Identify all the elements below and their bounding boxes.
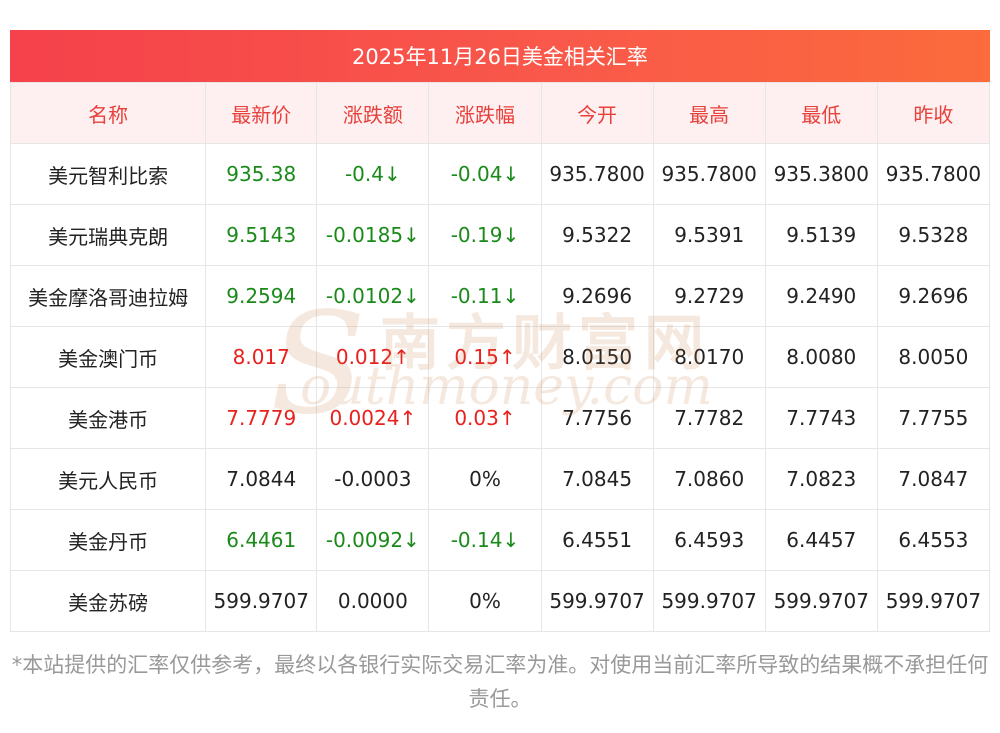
cell-change-pct: 0.15↑	[428, 326, 542, 388]
cell-change-pct: -0.04↓	[428, 143, 542, 205]
cell-prev-close: 9.5328	[876, 204, 991, 266]
cell-prev-close: 599.9707	[876, 570, 991, 632]
cell-low: 6.4457	[764, 509, 878, 571]
cell-prev-close: 9.2696	[876, 265, 991, 327]
cell-high: 7.7782	[652, 387, 766, 449]
table-row: 美元人民币 7.0844 -0.0003 0% 7.0845 7.0860 7.…	[9, 448, 991, 510]
cell-prev-close: 935.7800	[876, 143, 991, 205]
cell-open: 6.4551	[540, 509, 654, 571]
cell-open: 9.5322	[540, 204, 654, 266]
table-row: 美金摩洛哥迪拉姆 9.2594 -0.0102↓ -0.11↓ 9.2696 9…	[9, 265, 991, 327]
cell-change-pct: -0.19↓	[428, 204, 542, 266]
cell-latest: 9.5143	[205, 204, 318, 266]
table-row: 美金澳门币 8.017 0.012↑ 0.15↑ 8.0150 8.0170 8…	[9, 326, 991, 388]
cell-latest: 7.0844	[205, 448, 318, 510]
header-prev-close: 昨收	[876, 82, 991, 144]
cell-open: 7.0845	[540, 448, 654, 510]
cell-prev-close: 6.4553	[876, 509, 991, 571]
cell-prev-close: 8.0050	[876, 326, 991, 388]
cell-latest: 7.7779	[205, 387, 318, 449]
cell-low: 7.7743	[764, 387, 878, 449]
cell-open: 935.7800	[540, 143, 654, 205]
table-title-banner: 2025年11月26日美金相关汇率	[10, 30, 990, 82]
header-low: 最低	[764, 82, 878, 144]
cell-high: 7.0860	[652, 448, 766, 510]
cell-low: 9.5139	[764, 204, 878, 266]
table-row: 美金港币 7.7779 0.0024↑ 0.03↑ 7.7756 7.7782 …	[9, 387, 991, 449]
cell-low: 935.3800	[764, 143, 878, 205]
table-title: 2025年11月26日美金相关汇率	[352, 45, 648, 69]
cell-high: 935.7800	[652, 143, 766, 205]
header-name: 名称	[9, 82, 207, 144]
cell-prev-close: 7.7755	[876, 387, 991, 449]
cell-change-pct: -0.14↓	[428, 509, 542, 571]
table-row: 美元智利比索 935.38 -0.4↓ -0.04↓ 935.7800 935.…	[9, 143, 991, 205]
cell-open: 599.9707	[540, 570, 654, 632]
cell-latest: 935.38	[205, 143, 318, 205]
disclaimer-note: *本站提供的汇率仅供参考，最终以各银行实际交易汇率为准。对使用当前汇率所导致的结…	[11, 653, 989, 711]
cell-change: -0.0185↓	[316, 204, 430, 266]
cell-change-pct: -0.11↓	[428, 265, 542, 327]
exchange-rate-table: 名称 最新价 涨跌额 涨跌幅 今开 最高 最低 昨收 美元智利比索 935.38…	[9, 82, 991, 632]
cell-prev-close: 7.0847	[876, 448, 991, 510]
cell-change: 0.012↑	[316, 326, 430, 388]
cell-latest: 9.2594	[205, 265, 318, 327]
cell-low: 8.0080	[764, 326, 878, 388]
cell-latest: 6.4461	[205, 509, 318, 571]
table-header-row: 名称 最新价 涨跌额 涨跌幅 今开 最高 最低 昨收	[9, 82, 991, 144]
cell-high: 599.9707	[652, 570, 766, 632]
cell-change-pct: 0%	[428, 570, 542, 632]
cell-latest: 599.9707	[205, 570, 318, 632]
cell-name: 美金苏磅	[9, 570, 207, 632]
cell-change: 0.0000	[316, 570, 430, 632]
cell-low: 7.0823	[764, 448, 878, 510]
cell-high: 8.0170	[652, 326, 766, 388]
cell-change: -0.0003	[316, 448, 430, 510]
cell-name: 美金摩洛哥迪拉姆	[9, 265, 207, 327]
header-latest: 最新价	[205, 82, 318, 144]
cell-change: -0.4↓	[316, 143, 430, 205]
cell-high: 9.2729	[652, 265, 766, 327]
table-row: 美金丹币 6.4461 -0.0092↓ -0.14↓ 6.4551 6.459…	[9, 509, 991, 571]
header-change: 涨跌额	[316, 82, 430, 144]
header-change-pct: 涨跌幅	[428, 82, 542, 144]
cell-change: 0.0024↑	[316, 387, 430, 449]
table-row: 美金苏磅 599.9707 0.0000 0% 599.9707 599.970…	[9, 570, 991, 632]
cell-change: -0.0102↓	[316, 265, 430, 327]
cell-name: 美元瑞典克朗	[9, 204, 207, 266]
cell-low: 9.2490	[764, 265, 878, 327]
cell-open: 8.0150	[540, 326, 654, 388]
cell-open: 7.7756	[540, 387, 654, 449]
cell-high: 6.4593	[652, 509, 766, 571]
cell-name: 美金澳门币	[9, 326, 207, 388]
cell-change-pct: 0%	[428, 448, 542, 510]
cell-name: 美元智利比索	[9, 143, 207, 205]
cell-change: -0.0092↓	[316, 509, 430, 571]
cell-open: 9.2696	[540, 265, 654, 327]
cell-name: 美金丹币	[9, 509, 207, 571]
header-open: 今开	[540, 82, 654, 144]
cell-name: 美金港币	[9, 387, 207, 449]
cell-high: 9.5391	[652, 204, 766, 266]
header-high: 最高	[652, 82, 766, 144]
cell-low: 599.9707	[764, 570, 878, 632]
table-row: 美元瑞典克朗 9.5143 -0.0185↓ -0.19↓ 9.5322 9.5…	[9, 204, 991, 266]
cell-change-pct: 0.03↑	[428, 387, 542, 449]
cell-latest: 8.017	[205, 326, 318, 388]
cell-name: 美元人民币	[9, 448, 207, 510]
